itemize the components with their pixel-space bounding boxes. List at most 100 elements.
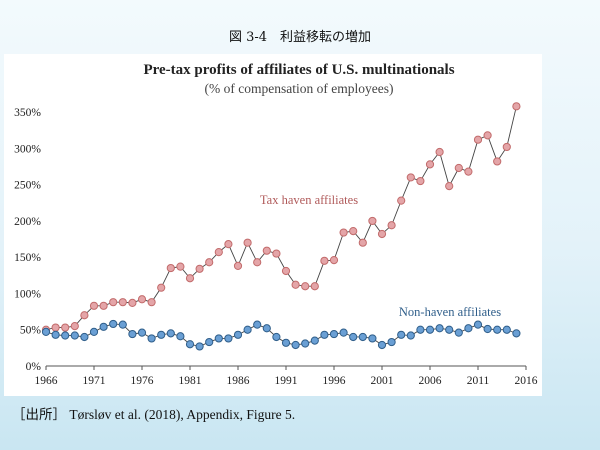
data-point-non-haven	[291, 340, 300, 350]
y-tick-label: 350%	[14, 107, 41, 119]
x-tick-label: 1996	[323, 375, 346, 387]
data-point-non-haven	[166, 329, 175, 338]
data-point-tax-haven	[310, 282, 319, 291]
data-point-non-haven	[473, 320, 483, 329]
data-point-non-haven	[368, 334, 377, 343]
data-point-tax-haven	[329, 256, 339, 265]
chart-subtitle: (% of compensation of employees)	[205, 81, 394, 96]
data-point-tax-haven	[368, 216, 377, 226]
data-point-non-haven	[493, 325, 502, 334]
x-tick-label: 1981	[179, 375, 202, 387]
data-point-tax-haven	[377, 229, 387, 239]
data-point-non-haven	[157, 330, 166, 339]
data-point-tax-haven	[185, 274, 195, 283]
data-point-non-haven	[349, 332, 358, 342]
data-point-tax-haven	[512, 102, 521, 111]
data-point-tax-haven	[128, 298, 137, 307]
data-point-tax-haven	[243, 238, 252, 247]
data-point-non-haven	[205, 337, 214, 347]
data-point-non-haven	[185, 340, 195, 349]
data-point-non-haven	[454, 328, 463, 337]
data-point-non-haven	[397, 330, 406, 339]
data-point-tax-haven	[358, 238, 367, 247]
data-point-tax-haven	[445, 182, 454, 191]
data-point-tax-haven	[502, 142, 511, 152]
data-point-tax-haven	[118, 298, 127, 307]
data-point-tax-haven	[233, 261, 243, 271]
data-point-tax-haven	[109, 298, 118, 307]
data-point-non-haven	[80, 332, 89, 342]
data-point-non-haven	[51, 330, 60, 339]
data-point-tax-haven	[473, 135, 483, 144]
data-point-tax-haven	[195, 264, 204, 273]
data-point-non-haven	[416, 325, 425, 334]
data-point-non-haven	[176, 332, 185, 341]
data-point-non-haven	[435, 324, 444, 333]
data-point-non-haven	[61, 331, 70, 340]
y-tick-label: 150%	[14, 252, 41, 264]
data-point-non-haven	[253, 320, 262, 329]
line-chart: Pre-tax profits of affiliates of U.S. mu…	[14, 62, 538, 387]
source-note: ［出所］ Tørsløv et al. (2018), Appendix, Fi…	[12, 407, 296, 422]
data-point-tax-haven	[493, 157, 502, 166]
x-tick-label: 2006	[419, 375, 442, 387]
data-point-tax-haven	[425, 160, 435, 169]
data-point-non-haven	[301, 339, 310, 348]
data-point-tax-haven	[99, 301, 108, 310]
data-point-tax-haven	[70, 322, 79, 331]
data-point-non-haven	[281, 338, 291, 347]
x-tick-label: 1976	[131, 375, 154, 387]
y-tick-label: 250%	[14, 180, 41, 192]
series-label-tax-haven: Tax haven affiliates	[260, 193, 358, 207]
x-tick-label: 1966	[35, 375, 58, 387]
data-point-non-haven	[377, 340, 387, 350]
x-tick-label: 2001	[371, 375, 394, 387]
data-point-tax-haven	[435, 147, 444, 157]
data-point-tax-haven	[80, 311, 89, 320]
data-point-non-haven	[406, 331, 415, 340]
y-tick-label: 300%	[14, 143, 41, 155]
data-point-non-haven	[41, 327, 51, 337]
data-point-tax-haven	[262, 246, 271, 255]
data-point-tax-haven	[166, 263, 175, 273]
data-point-non-haven	[195, 342, 204, 351]
data-point-tax-haven	[147, 298, 156, 307]
data-point-tax-haven	[61, 323, 70, 332]
data-point-non-haven	[214, 334, 223, 343]
data-point-tax-haven	[464, 167, 473, 176]
data-point-non-haven	[147, 334, 156, 343]
data-point-non-haven	[128, 329, 137, 339]
data-point-non-haven	[137, 328, 147, 337]
data-point-tax-haven	[137, 295, 147, 304]
data-point-non-haven	[243, 325, 252, 334]
chart-title: Pre-tax profits of affiliates of U.S. mu…	[143, 62, 454, 78]
data-point-tax-haven	[320, 256, 329, 265]
data-point-non-haven	[109, 319, 118, 329]
data-point-non-haven	[224, 334, 233, 343]
data-point-non-haven	[512, 329, 521, 338]
x-tick-label: 1991	[275, 375, 298, 387]
data-point-non-haven	[425, 325, 435, 334]
data-point-non-haven	[99, 322, 108, 331]
data-point-tax-haven	[253, 258, 262, 267]
data-point-non-haven	[502, 325, 511, 334]
data-point-tax-haven	[483, 131, 492, 140]
data-point-non-haven	[329, 329, 339, 339]
series-label-non-haven: Non-haven affiliates	[399, 305, 501, 319]
data-point-non-haven	[272, 332, 281, 342]
data-point-tax-haven	[281, 266, 291, 276]
data-point-non-haven	[89, 327, 99, 337]
data-point-tax-haven	[214, 248, 223, 257]
data-point-non-haven	[387, 337, 396, 347]
data-point-tax-haven	[339, 228, 348, 237]
series-line-tax-haven	[45, 106, 517, 331]
x-tick-label: 2011	[467, 375, 490, 387]
data-point-tax-haven	[416, 176, 425, 186]
data-point-tax-haven	[176, 262, 185, 271]
data-point-tax-haven	[157, 283, 166, 292]
data-point-tax-haven	[205, 258, 214, 267]
data-point-non-haven	[118, 320, 127, 329]
data-point-non-haven	[233, 330, 243, 339]
y-tick-label: 0%	[26, 361, 42, 373]
figure-heading: 図 3-4 利益移転の増加	[228, 30, 372, 45]
